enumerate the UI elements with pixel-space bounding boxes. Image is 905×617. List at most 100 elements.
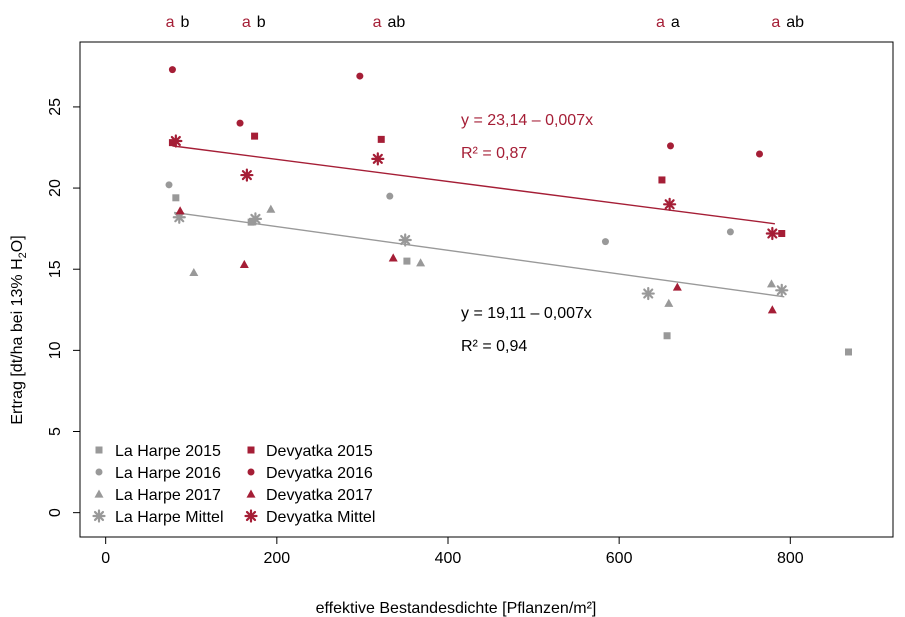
data-point xyxy=(778,230,786,238)
legend-label: La Harpe 2015 xyxy=(115,443,221,460)
data-point xyxy=(601,238,609,246)
star-stroke xyxy=(93,510,105,522)
y-axis-title-main: Ertrag [dt/ha bei 13% H xyxy=(9,258,26,424)
legend-marker xyxy=(94,489,104,498)
x-tick-label: 400 xyxy=(435,550,462,567)
star-stroke xyxy=(372,153,383,164)
y-axis-title: Ertrag [dt/ha bei 13% H2O] xyxy=(9,235,29,424)
data-point xyxy=(416,258,426,267)
y-tick-label: 10 xyxy=(47,341,64,359)
data-point xyxy=(398,233,412,247)
legend-label: Devyatka Mittel xyxy=(266,509,375,526)
x-tick-label: 800 xyxy=(777,550,804,567)
data-point xyxy=(766,279,776,288)
x-tick-label: 600 xyxy=(606,550,633,567)
star-stroke xyxy=(170,135,181,147)
x-axis-title: effektive Bestandesdichte [Pflanzen/m²] xyxy=(316,600,597,617)
letter-la-harpe: a xyxy=(671,14,680,31)
data-point xyxy=(658,176,666,184)
legend-marker xyxy=(247,468,255,476)
legend-label: La Harpe 2017 xyxy=(115,487,221,504)
series-devyatka-mittel xyxy=(169,134,779,241)
legend-marker xyxy=(246,489,256,498)
devyatka-equation: y = 23,14 – 0,007x xyxy=(461,112,593,129)
legend-label: La Harpe Mittel xyxy=(115,509,224,526)
data-point xyxy=(165,181,173,189)
legend-label: Devyatka 2015 xyxy=(266,443,373,460)
legend: La Harpe 2015 La Harpe 2016 La Harpe 2017 L… xyxy=(92,443,375,526)
data-point xyxy=(663,332,671,340)
data-point xyxy=(844,348,852,356)
data-point xyxy=(377,135,385,143)
letter-devyatka: a xyxy=(771,14,780,31)
data-point xyxy=(169,134,183,148)
annotations: y = 23,14 – 0,007x R² = 0,87 y = 19,11 – 0… xyxy=(461,112,593,355)
y-tick-label: 5 xyxy=(47,427,64,436)
data-point xyxy=(175,206,185,215)
data-point xyxy=(765,226,779,241)
data-point xyxy=(168,139,176,147)
legend-marker xyxy=(95,468,103,476)
star-stroke xyxy=(400,234,411,246)
data-point xyxy=(403,257,411,265)
la-harpe-r2: R² = 0,94 xyxy=(461,338,527,355)
letter-devyatka: a xyxy=(656,14,665,31)
star-stroke xyxy=(250,213,261,224)
regression-lines xyxy=(172,145,785,298)
letter-devyatka: a xyxy=(166,14,175,31)
la-harpe-equation: y = 19,11 – 0,007x xyxy=(461,305,592,322)
letter-la-harpe: b xyxy=(181,14,190,31)
y-axis-title-end: O] xyxy=(9,235,26,252)
letter-devyatka: a xyxy=(242,14,251,31)
data-point xyxy=(755,150,763,158)
star-stroke xyxy=(245,510,257,522)
data-point xyxy=(266,204,276,213)
letter-la-harpe: ab xyxy=(387,14,405,31)
regression-line-la-harpe xyxy=(174,211,785,298)
y-tick-label: 15 xyxy=(47,260,64,278)
legend-marker xyxy=(247,446,255,454)
significance-letter: a ab xyxy=(771,14,804,31)
data-point xyxy=(239,259,249,268)
data-point xyxy=(388,253,398,262)
x-tick-label: 200 xyxy=(263,550,290,567)
plot-frame xyxy=(79,41,894,538)
data-point xyxy=(726,228,734,236)
data-point xyxy=(251,132,259,140)
data-point xyxy=(767,305,777,314)
data-point xyxy=(172,194,180,202)
data-point xyxy=(666,142,674,150)
series-la-harpe-2015 xyxy=(172,194,852,356)
data-point xyxy=(356,72,364,80)
legend-label: Devyatka 2016 xyxy=(266,465,373,482)
y-tick-label: 0 xyxy=(47,508,64,517)
data-point xyxy=(189,267,199,277)
series-devyatka-2017 xyxy=(175,206,777,314)
y-tick-label: 25 xyxy=(47,98,64,116)
y-axis-title-sub: 2 xyxy=(17,252,29,258)
legend-label: Devyatka 2017 xyxy=(266,487,373,504)
star-stroke xyxy=(643,288,654,299)
data-point xyxy=(168,66,176,74)
data-point xyxy=(386,192,394,200)
data-point xyxy=(236,119,244,127)
data-point xyxy=(371,152,385,166)
star-stroke xyxy=(767,228,778,239)
data-points xyxy=(165,66,852,356)
data-point xyxy=(672,282,682,291)
y-tick-label: 20 xyxy=(47,179,64,197)
letter-devyatka: a xyxy=(373,14,382,31)
series-la-harpe-2017 xyxy=(189,204,776,307)
regression-line-devyatka xyxy=(172,145,775,225)
legend-label: La Harpe 2016 xyxy=(115,465,221,482)
significance-letter: a ab xyxy=(373,14,406,31)
letter-la-harpe: b xyxy=(257,14,266,31)
data-point xyxy=(775,283,789,297)
series-la-harpe-mittel xyxy=(172,210,789,301)
series-devyatka-2016 xyxy=(168,66,763,158)
series-devyatka-2015 xyxy=(168,132,786,238)
legend-marker xyxy=(244,509,258,523)
